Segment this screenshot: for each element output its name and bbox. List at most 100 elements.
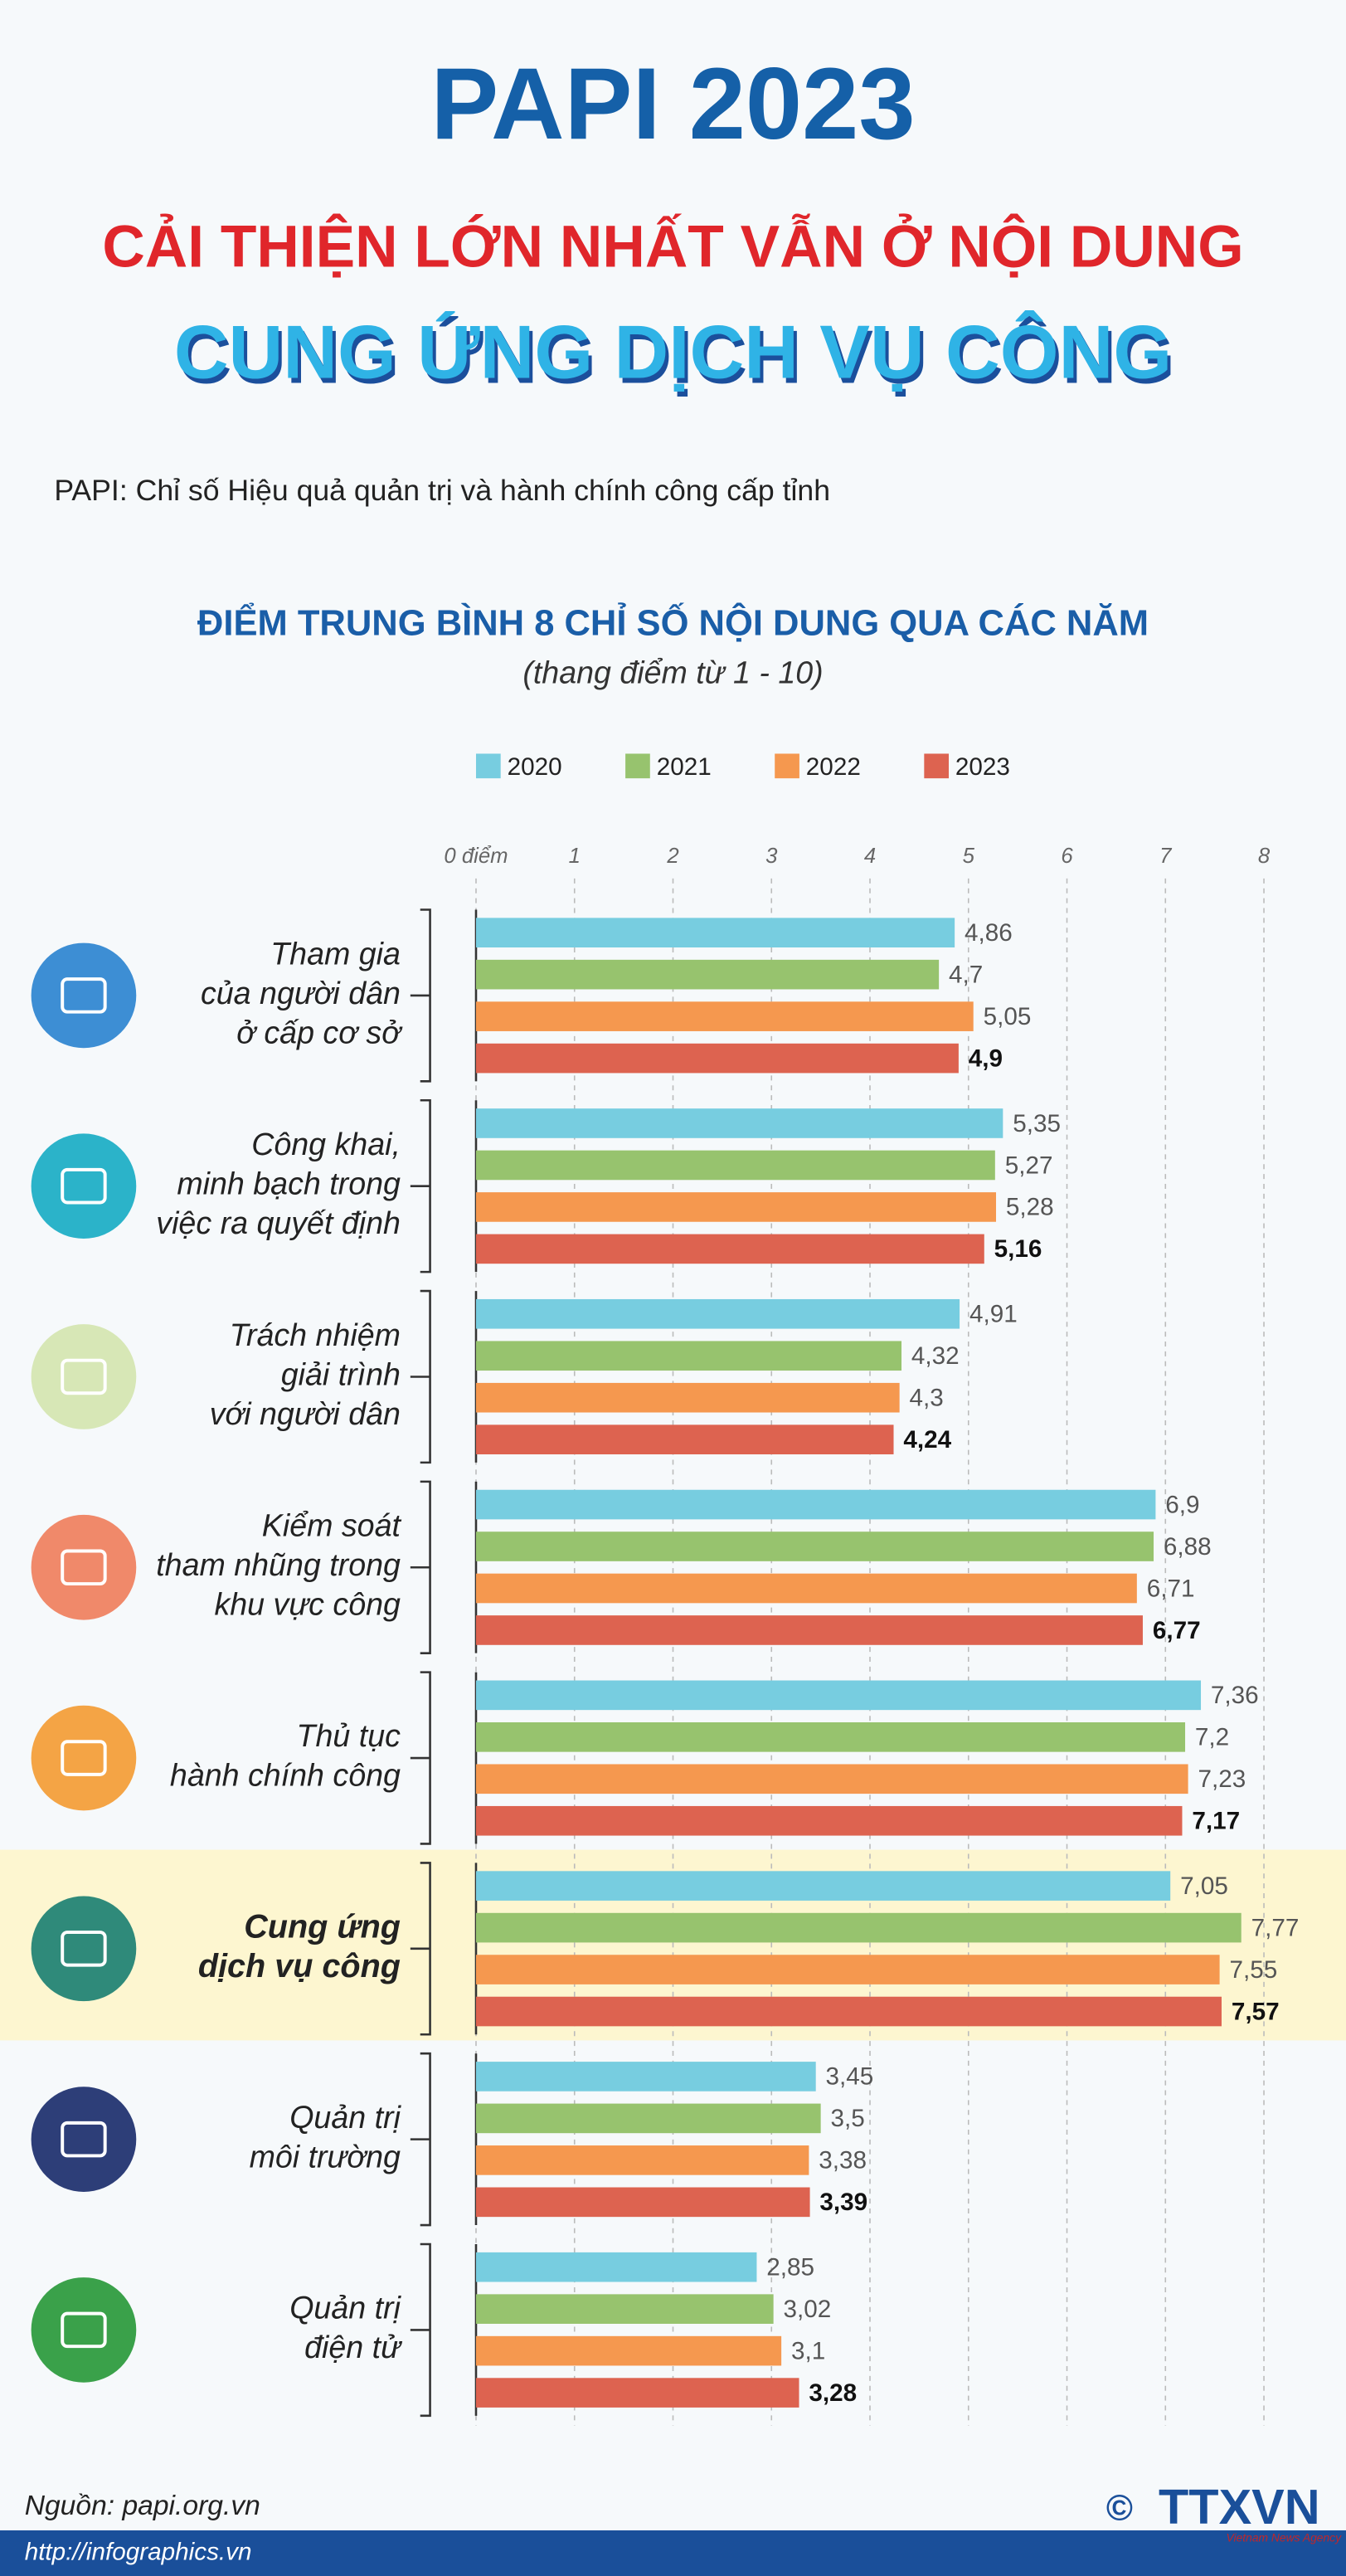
bar [475, 1615, 1143, 1645]
category-label: khu vực công [214, 1587, 401, 1622]
bar [475, 2335, 782, 2366]
category-label: dịch vụ công [198, 1948, 401, 1984]
bar [475, 1996, 1222, 2027]
icon-glyph [61, 1931, 107, 1967]
category-icon [31, 1705, 137, 1811]
value-label: 5,16 [994, 1235, 1042, 1263]
icon-glyph [61, 1167, 107, 1205]
logo: TTXVN [1159, 2479, 1320, 2535]
value-label: 7,36 [1211, 1682, 1259, 1709]
category-label: ở cấp cơ sở [236, 1015, 403, 1049]
bracket [410, 2242, 431, 2418]
bar [475, 2187, 810, 2218]
bar [475, 2062, 816, 2091]
subtitle: CẢI THIỆN LỚN NHẤT VẪN Ở NỘI DUNG [102, 214, 1243, 280]
bar [475, 1341, 902, 1371]
value-label: 3,38 [819, 2147, 867, 2174]
value-label: 6,77 [1153, 1617, 1201, 1644]
bar [475, 2252, 757, 2282]
value-label: 4,86 [965, 919, 1013, 947]
category-icon [31, 1896, 137, 2002]
category-icon [31, 1133, 137, 1239]
bracket [410, 908, 431, 1083]
category-label: Trách nhiệm [230, 1317, 401, 1352]
category-label: Cung ứng [244, 1909, 401, 1945]
value-label: 5,05 [984, 1003, 1032, 1030]
bar [475, 2145, 809, 2175]
bar [475, 1150, 995, 1181]
footer-url: http://infographics.vn [25, 2539, 252, 2566]
value-label: 6,71 [1147, 1575, 1195, 1602]
icon-glyph [61, 2121, 107, 2158]
bar [475, 1955, 1220, 1984]
legend-label: 2021 [657, 753, 712, 781]
category-label: tham nhũng trong [156, 1547, 401, 1582]
value-label: 4,9 [969, 1045, 1003, 1072]
note: PAPI: Chỉ số Hiệu quả quản trị và hành c… [54, 474, 830, 507]
bar [475, 1108, 1003, 1138]
x-tick-label: 0 điểm [444, 845, 508, 868]
bracket [410, 1289, 431, 1464]
category-label: Thủ tục [297, 1718, 401, 1753]
legend-label: 2020 [508, 753, 562, 781]
bar [475, 1912, 1242, 1943]
value-label: 7,57 [1232, 1998, 1280, 2025]
bar [475, 1764, 1188, 1794]
value-label: 7,77 [1251, 1914, 1300, 1941]
value-label: 4,24 [903, 1426, 951, 1454]
value-label: 2,85 [766, 2254, 814, 2281]
category-label: Quản trị [289, 2100, 401, 2135]
bar [475, 1298, 960, 1329]
value-label: 4,91 [969, 1301, 1018, 1328]
x-tick-label: 6 [1061, 845, 1073, 868]
bar [475, 1531, 1154, 1561]
value-label: 3,5 [831, 2105, 865, 2132]
bar [475, 1680, 1202, 1711]
value-label: 6,88 [1164, 1533, 1212, 1561]
legend-swatch [924, 753, 950, 779]
x-tick-label: 8 [1258, 845, 1271, 868]
x-tick-label: 7 [1159, 845, 1173, 868]
value-label: 4,7 [949, 961, 983, 988]
value-label: 7,23 [1198, 1765, 1246, 1793]
bar [475, 2294, 774, 2324]
source: Nguồn: papi.org.vn [25, 2491, 260, 2521]
legend-label: 2022 [806, 753, 861, 781]
value-label: 4,32 [911, 1342, 960, 1370]
category-label: Công khai, [251, 1127, 401, 1161]
category-label: Kiểm soát [262, 1508, 402, 1543]
footer-bar [0, 2530, 1346, 2576]
bar [475, 918, 955, 948]
logo-sub: Vietnam News Agency [1227, 2531, 1343, 2544]
category-label: hành chính công [170, 1758, 401, 1793]
category-label: của người dân [201, 976, 401, 1010]
title: PAPI 2023 [430, 47, 915, 161]
category-label: môi trường [250, 2139, 401, 2174]
bar [475, 1573, 1137, 1604]
bracket [410, 2052, 431, 2227]
legend-swatch [625, 753, 650, 779]
value-label: 7,55 [1229, 1956, 1277, 1984]
value-label: 3,02 [784, 2296, 832, 2323]
category-icon [31, 942, 137, 1049]
category-label: Tham gia [270, 936, 401, 971]
x-tick-label: 2 [666, 845, 678, 868]
value-label: 3,39 [819, 2189, 867, 2216]
bar [475, 959, 940, 990]
icon-glyph [61, 1549, 107, 1586]
legend-swatch [775, 753, 799, 779]
subtitle-highlight: CUNG ỨNG DỊCH VỤ CÔNG [174, 310, 1172, 395]
legend-label: 2023 [955, 753, 1010, 781]
icon-glyph [61, 2311, 107, 2349]
bar [475, 1043, 959, 1074]
value-label: 6,9 [1165, 1491, 1199, 1518]
bracket [410, 1480, 431, 1654]
icon-glyph [61, 977, 107, 1014]
icon-glyph [61, 1358, 107, 1395]
bracket [410, 1671, 431, 1845]
value-label: 3,28 [809, 2379, 857, 2407]
bracket [410, 1098, 431, 1273]
category-label: minh bạch trong [177, 1166, 401, 1201]
